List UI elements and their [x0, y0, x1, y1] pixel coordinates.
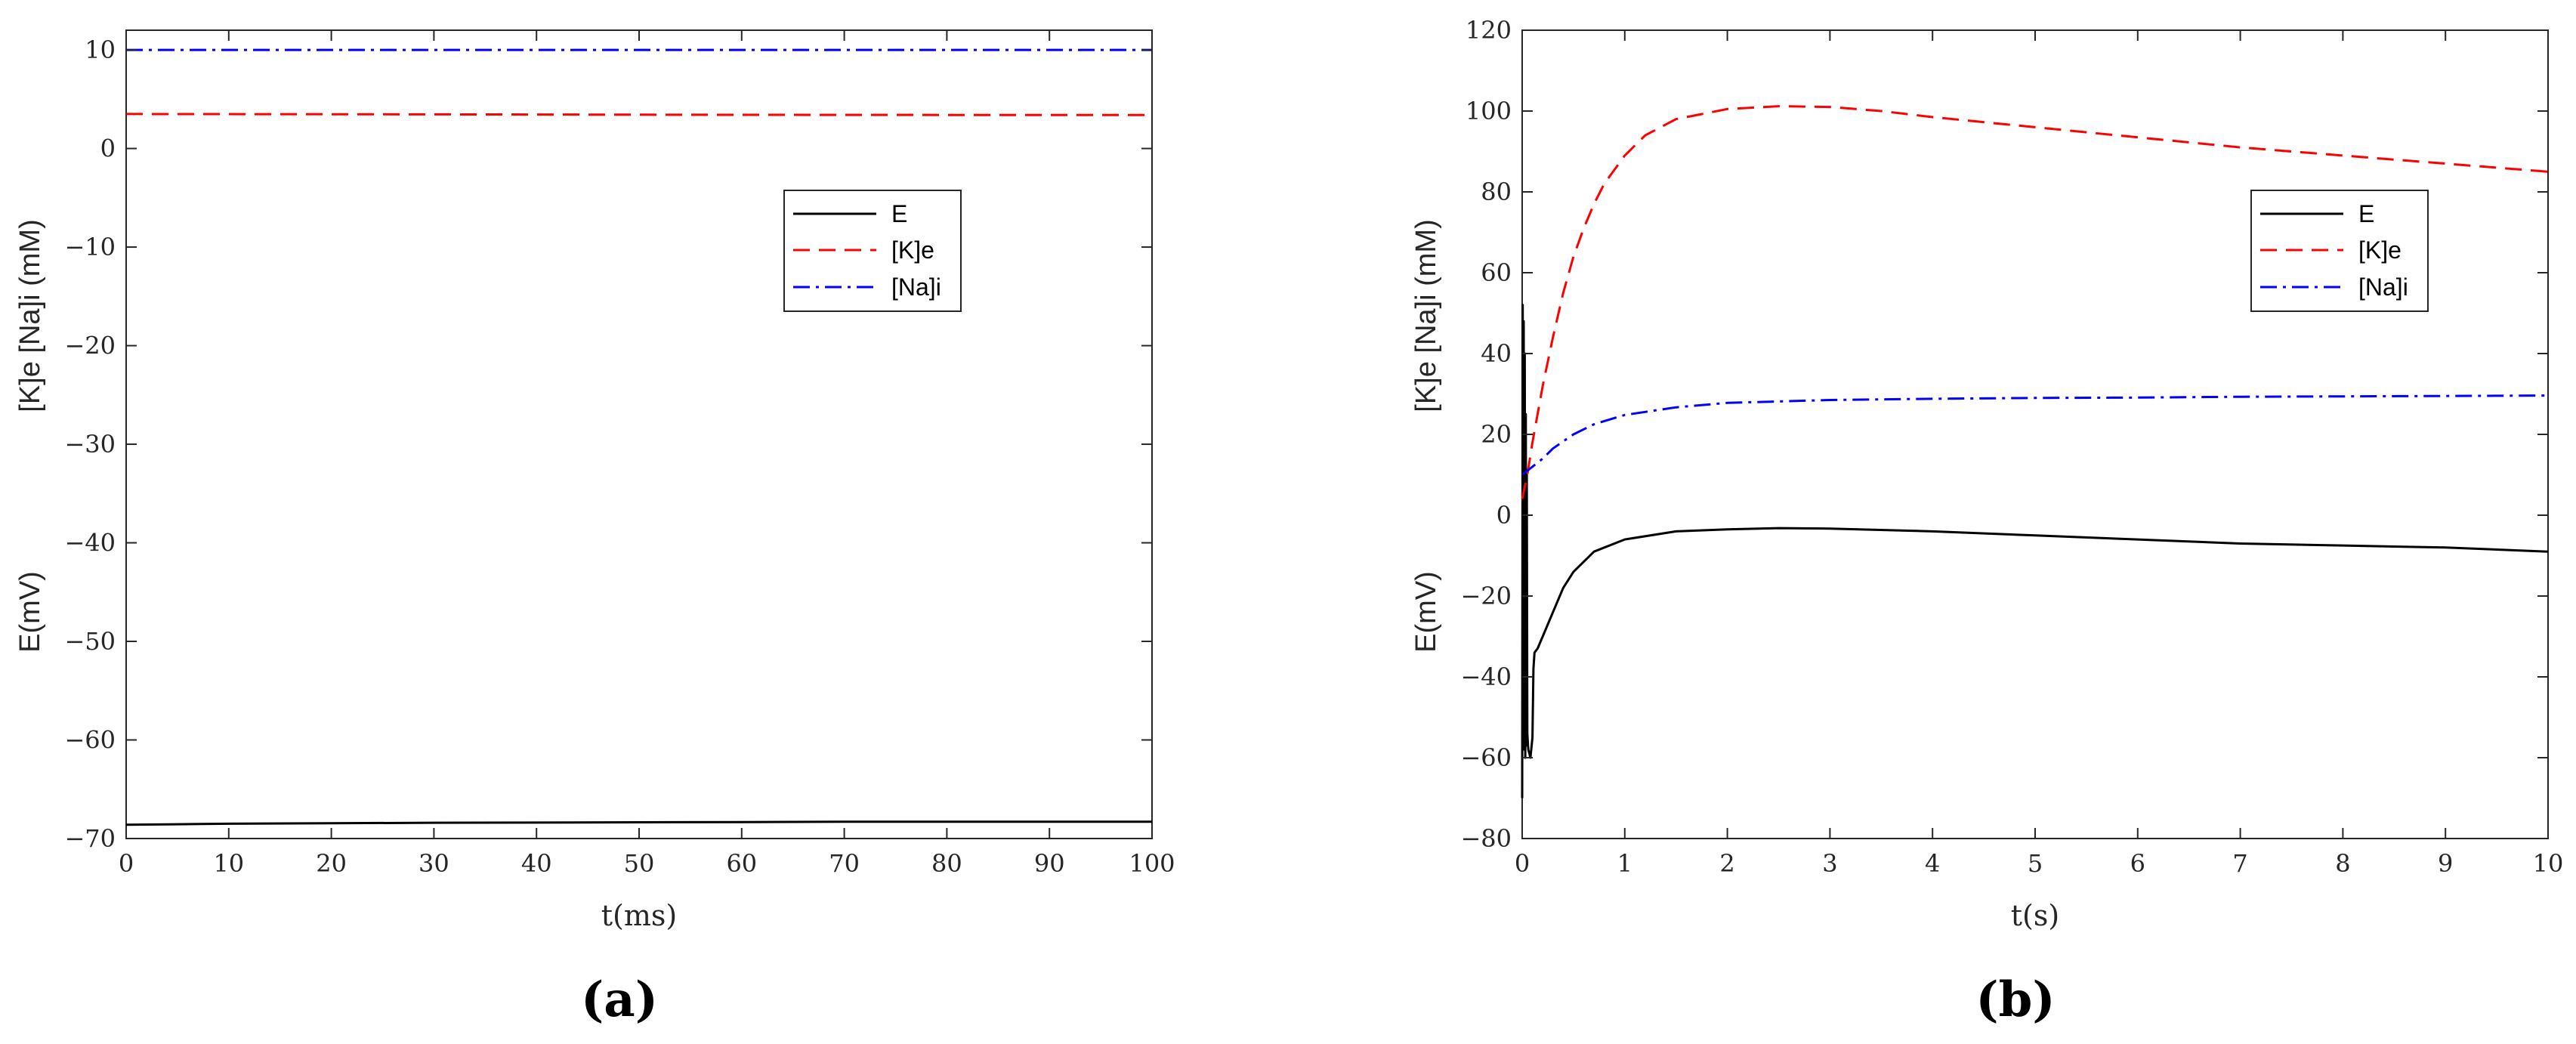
y-tick-label-a-3: −20	[64, 332, 116, 360]
x-tick-label-b-7: 7	[2232, 849, 2247, 878]
x-tick-label-a-8: 80	[931, 849, 962, 878]
x-tick-label-a-2: 20	[316, 849, 347, 878]
y-axis-label-bottom-a: E(mV)	[14, 571, 46, 653]
y-axis-label-top-a: [K]e [Na]i (mM)	[14, 219, 46, 412]
y-axis-ticks-b: 120 100 80 60 40 20 0 −20 −40 −60 −80	[1460, 16, 2548, 853]
panel-a: 0 10 20 30 40 50 60 70 80 90 100 100−10−20−30−40−5…	[14, 29, 1175, 1028]
x-tick-label-a-6: 60	[726, 849, 757, 878]
x-tick-label-b-3: 3	[1822, 849, 1837, 878]
y-tick-label-b-6: 0	[1496, 501, 1512, 530]
series-line-a-0	[125, 820, 1152, 826]
x-axis-label-a: t(ms)	[601, 899, 677, 932]
panel-label-b: (b)	[1975, 971, 2055, 1028]
series-line-b-0	[1521, 304, 2549, 798]
x-tick-label-b-0: 0	[1515, 849, 1530, 878]
x-tick-label-b-2: 2	[1719, 849, 1734, 878]
y-tick-label-b-3: 60	[1481, 258, 1512, 287]
x-tick-label-a-10: 100	[1129, 849, 1175, 878]
y-tick-label-a-1: 0	[100, 134, 116, 163]
x-tick-label-a-0: 0	[119, 849, 134, 878]
y-tick-label-b-2: 80	[1481, 178, 1512, 206]
x-tick-label-a-9: 90	[1034, 849, 1065, 878]
y-axis-ticks-a: 10 0 −10 −20 −30 −40 −50 −60 −70	[64, 36, 1152, 853]
y-tick-label-b-4: 40	[1481, 339, 1512, 368]
y-tick-label-a-2: −10	[64, 233, 116, 261]
y-tick-label-a-8: −70	[64, 824, 116, 853]
legend-a: E [K]e [Na]i	[783, 190, 962, 312]
y-tick-label-a-4: −30	[64, 430, 116, 459]
plot-area-b	[1521, 29, 2549, 839]
x-tick-label-a-4: 40	[521, 849, 552, 878]
x-tick-label-b-1: 1	[1617, 849, 1632, 878]
plot-area-a	[125, 29, 1153, 839]
legend-label-e-b: E	[2358, 200, 2374, 227]
y-tick-label-a-0: 10	[85, 36, 116, 64]
y-tick-label-b-1: 100	[1466, 97, 1512, 125]
x-axis-ticks-b: 0 1 2 3 4 5 6 7 8 9 10	[1515, 30, 2564, 878]
x-tick-label-b-4: 4	[1925, 849, 1940, 878]
x-tick-label-b-8: 8	[2335, 849, 2350, 878]
series-line-b-2	[1521, 394, 2549, 476]
y-tick-label-b-5: 20	[1481, 420, 1512, 449]
y-tick-label-b-10: −80	[1460, 824, 1512, 853]
x-axis-label-b: t(s)	[2011, 899, 2059, 932]
x-tick-label-b-6: 6	[2130, 849, 2145, 878]
series-layer-b	[1521, 105, 2549, 798]
y-tick-label-a-6: −50	[64, 627, 116, 656]
x-axis-ticks-a: 0 10 20 30 40 50 60 70 80 90 100	[119, 30, 1175, 878]
series-line-b-1	[1521, 105, 2549, 499]
legend-label-na-b: [Na]i	[2358, 273, 2408, 301]
y-tick-label-b-0: 120	[1466, 16, 1512, 45]
y-axis-label-top-b: [K]e [Na]i (mM)	[1410, 219, 1442, 412]
legend-label-k-a: [K]e	[891, 236, 934, 264]
x-tick-label-a-5: 50	[624, 849, 655, 878]
series-line-a-1	[125, 113, 1152, 116]
x-tick-label-a-1: 10	[213, 849, 244, 878]
y-tick-label-a-5: −40	[64, 529, 116, 558]
y-tick-label-b-9: −60	[1460, 743, 1512, 772]
panel-b: 0 1 2 3 4 5 6 7 8 9 10 120 100 80 60 40 20 0 −20 −40 −60 −80…	[1410, 16, 2563, 1028]
y-tick-label-b-8: −40	[1460, 663, 1512, 691]
x-tick-label-b-10: 10	[2533, 849, 2564, 878]
y-tick-label-b-7: −20	[1460, 582, 1512, 610]
y-axis-label-bottom-b: E(mV)	[1410, 571, 1442, 653]
x-tick-label-b-5: 5	[2028, 849, 2043, 878]
series-layer-a	[125, 48, 1152, 826]
legend-label-na-a: [Na]i	[891, 273, 941, 301]
y-tick-label-a-7: −60	[64, 726, 116, 755]
panel-label-a: (a)	[581, 971, 658, 1028]
legend-label-e-a: E	[891, 200, 907, 227]
legend-b: E [K]e [Na]i	[2250, 190, 2429, 312]
x-tick-label-b-9: 9	[2438, 849, 2453, 878]
x-tick-label-a-3: 30	[419, 849, 449, 878]
legend-label-k-b: [K]e	[2358, 236, 2401, 264]
x-tick-label-a-7: 70	[829, 849, 860, 878]
